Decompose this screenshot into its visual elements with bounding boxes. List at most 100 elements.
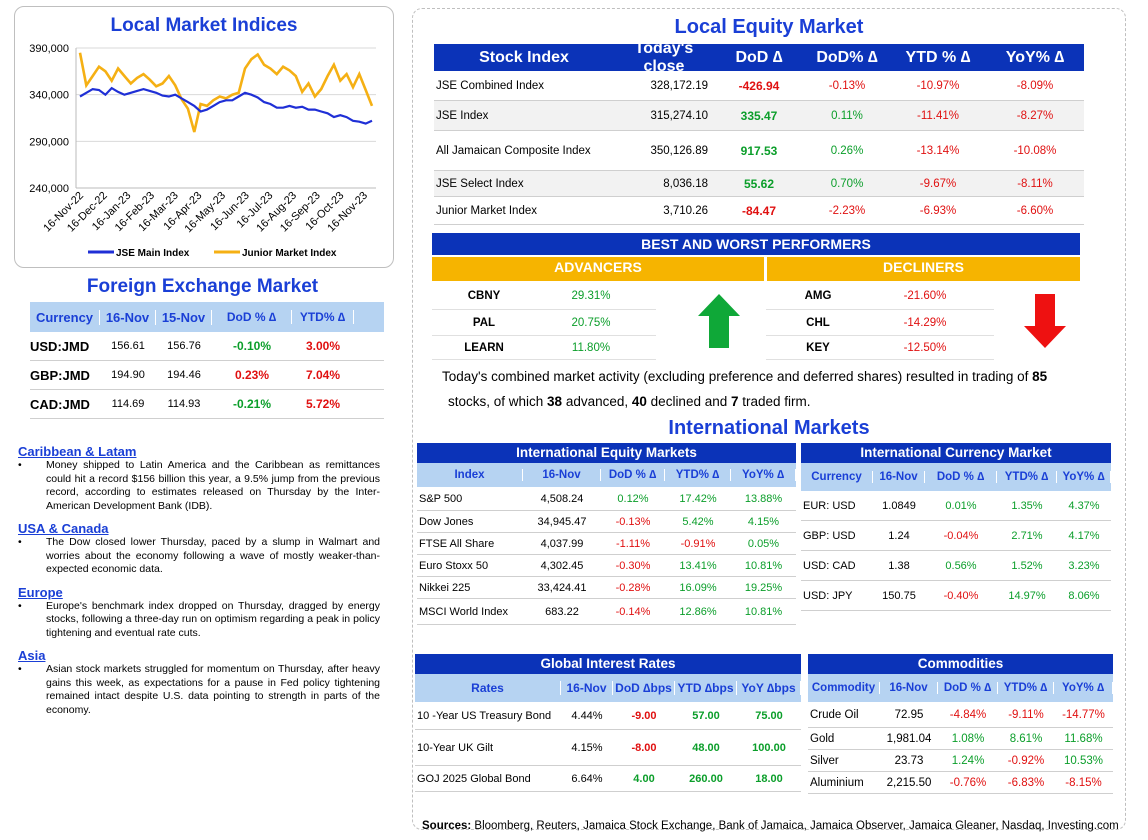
rates-name: 10 -Year US Treasury Bond (417, 709, 552, 722)
advancer-row: CBNY 29.31% (432, 282, 656, 310)
comm-header-cell: 16-Nov (880, 682, 938, 694)
equity-header-cell: YoY% ∆ (1005, 48, 1065, 66)
rates-value: 6.64% (571, 772, 603, 785)
ieq-title: International Equity Markets (417, 443, 796, 463)
comm-value: 2,215.50 (886, 776, 932, 789)
decliners-label: DECLINERS (767, 257, 1080, 281)
advancer-ticker: LEARN (464, 341, 504, 354)
icur-ytd: 1.35% (1011, 499, 1043, 512)
ieq-header-cell: 16-Nov (523, 469, 601, 481)
advancer-ticker: PAL (472, 316, 496, 329)
y-tick-label: 290,000 (29, 136, 69, 148)
ieq-header-cell: Index (417, 469, 523, 481)
rates-name: GOJ 2025 Global Bond (417, 772, 531, 785)
fx-currency: GBP:JMD (30, 367, 90, 383)
comm-header-row: Commodity 16-Nov DoD % ∆ YTD% ∆ YoY% ∆ (808, 674, 1113, 702)
rates-name: 10-Year UK Gilt (417, 741, 494, 754)
rates-value: 4.44% (571, 709, 603, 722)
y-tick-label: 340,000 (29, 90, 69, 102)
icur-yoy: 3.23% (1068, 559, 1100, 572)
news-item: • Europe's benchmark index dropped on Thu… (18, 600, 380, 641)
news-text: Money shipped to Latin America and the C… (46, 459, 380, 512)
equity-dod-pct: 0.11% (831, 109, 863, 122)
news-region-heading: USA & Canada (18, 521, 109, 536)
rates-dod: -8.00 (631, 741, 657, 754)
rates-row: GOJ 2025 Global Bond 6.64% 4.00 260.00 18.00 (415, 766, 801, 792)
comm-ytd: 8.61% (1009, 732, 1043, 745)
ieq-yoy: 4.15% (747, 515, 780, 528)
equity-dod: -426.94 (738, 78, 780, 93)
news-region-heading: Caribbean & Latam (18, 444, 137, 459)
commodities-table: Commodities Commodity 16-Nov DoD % ∆ YTD% ∆ Y… (808, 654, 1113, 794)
comm-row: Silver 23.73 1.24% -0.92% 10.53% (808, 750, 1113, 772)
ieq-yoy: 13.88% (744, 492, 783, 505)
equity-dod-pct: -2.23% (828, 204, 866, 217)
comm-name: Aluminium (810, 776, 864, 789)
comm-value: 72.95 (894, 708, 924, 721)
intl-title: International Markets (668, 417, 870, 439)
comm-header-cell: YoY% ∆ (1054, 682, 1113, 694)
advancer-row: LEARN 11.80% (432, 336, 656, 360)
rates-header-cell: 16-Nov (561, 681, 613, 695)
fx-value-16nov: 114.69 (111, 398, 145, 410)
ieq-header-cell: YTD% ∆ (665, 469, 731, 481)
rates-ytd: 260.00 (689, 772, 723, 785)
ieq-yoy: 10.81% (744, 605, 783, 618)
bullet-icon: • (18, 599, 22, 612)
ieq-dod: -0.30% (615, 559, 651, 572)
sources-line: Sources: Bloomberg, Reuters, Jamaica Sto… (422, 820, 1119, 832)
fx-header-cell: 16-Nov (100, 309, 156, 325)
comm-header-cell: Commodity (808, 682, 880, 694)
decliner-change: -12.50% (903, 341, 947, 354)
equity-close: 3,710.26 (663, 204, 708, 217)
ieq-header-row: Index 16-Nov DoD % ∆ YTD% ∆ YoY% ∆ (417, 463, 796, 487)
down-arrow-icon (1024, 294, 1066, 348)
equity-index-name: All Jamaican Composite Index (436, 144, 591, 157)
advancer-row: PAL 20.75% (432, 310, 656, 336)
icur-value: 1.24 (888, 529, 910, 542)
decliner-row: CHL -14.29% (766, 310, 994, 336)
equity-header-row: Stock Index Today's close DoD ∆ DoD% ∆ YTD %… (434, 40, 1084, 75)
rates-header-cell: YTD ∆bps (675, 681, 737, 695)
equity-title: Local Equity Market (674, 16, 864, 38)
ieq-row: FTSE All Share 4,037.99 -1.11% -0.91% 0.05% (417, 533, 796, 555)
decliner-ticker: AMG (804, 289, 832, 302)
rates-header-cell: YoY ∆bps (737, 681, 801, 695)
ieq-dod: 0.12% (617, 492, 649, 505)
equity-dod-pct: 0.70% (830, 177, 864, 190)
decliner-ticker: CHL (806, 316, 830, 329)
news-item: • The Dow closed lower Thursday, paced by… (18, 536, 380, 577)
rates-yoy: 18.00 (755, 772, 783, 785)
icur-header-cell: YoY% ∆ (1057, 471, 1111, 483)
comm-dod: 1.24% (951, 754, 985, 767)
icur-dod: 0.01% (945, 499, 977, 512)
equity-dod-pct: -0.13% (828, 79, 866, 92)
comm-yoy: 10.53% (1063, 754, 1103, 767)
icur-row: USD: CAD 1.38 0.56% 1.52% 3.23% (801, 551, 1111, 581)
intl-currency-table: International Currency Market Currency 16-… (801, 443, 1111, 611)
ieq-name: Nikkei 225 (419, 581, 471, 594)
decliner-row: KEY -12.50% (766, 336, 994, 360)
equity-yoy: -10.08% (1013, 144, 1057, 157)
icur-name: EUR: USD (803, 499, 856, 512)
fx-row: GBP:JMD 194.90 194.46 0.23% 7.04% (30, 361, 384, 390)
bullet-icon: • (18, 459, 22, 471)
fx-body: USD:JMD 156.61 156.76 -0.10% 3.00% GBP:JMD 194… (30, 332, 384, 419)
comm-dod: 1.08% (951, 732, 985, 745)
equity-yoy: -8.11% (1017, 177, 1053, 190)
fx-table: Currency 16-Nov 15-Nov DoD % ∆ YTD% ∆ USD:JM… (30, 302, 384, 419)
icur-title: International Currency Market (801, 443, 1111, 463)
equity-row: All Jamaican Composite Index 350,126.89 91… (434, 131, 1084, 171)
fx-value-15nov: 194.46 (167, 369, 201, 381)
fx-header-cell: YTD% ∆ (292, 310, 354, 324)
ieq-ytd: 16.09% (679, 581, 717, 594)
series-line-jse-main-index (79, 86, 373, 125)
icur-value: 1.0849 (882, 499, 916, 512)
equity-close: 8,036.18 (663, 177, 708, 190)
ieq-value: 33,424.41 (537, 581, 587, 594)
icur-header-row: Currency 16-Nov DoD % ∆ YTD% ∆ YoY% ∆ (801, 463, 1111, 491)
equity-header-cell: Today's close (634, 39, 694, 75)
interest-rates-table: Global Interest Rates Rates 16-Nov DoD ∆bps… (415, 654, 801, 792)
news-item: • Money shipped to Latin America and the … (18, 459, 380, 513)
advancer-ticker: CBNY (467, 289, 501, 302)
